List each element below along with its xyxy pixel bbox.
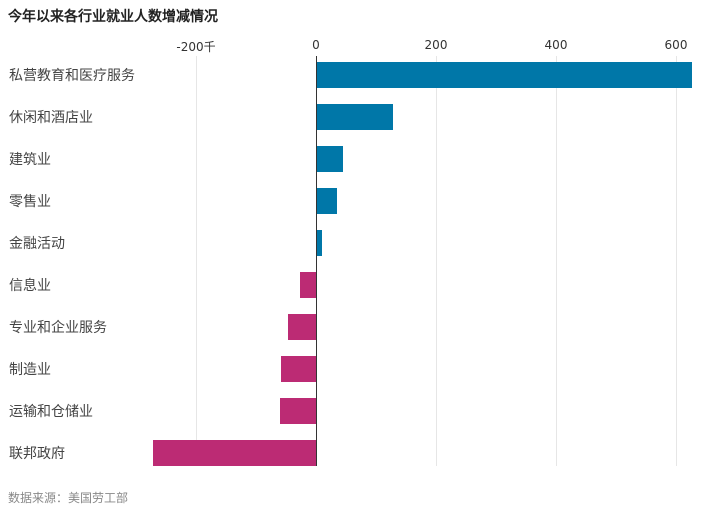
category-label: 零售业: [9, 194, 51, 210]
category-label: 建筑业: [9, 152, 51, 168]
x-tick-label: 400: [544, 38, 568, 52]
gridline: [556, 56, 557, 466]
bar-row: 休闲和酒店业: [0, 104, 701, 130]
category-label: 联邦政府: [9, 446, 65, 462]
gridline: [436, 56, 437, 466]
bar-row: 金融活动: [0, 230, 701, 256]
x-tick-label: 200: [424, 38, 448, 52]
category-label: 金融活动: [9, 236, 65, 252]
bar: [152, 440, 316, 466]
bar: [280, 398, 316, 424]
bar: [287, 314, 316, 340]
zero-axis-line: [316, 56, 317, 466]
category-label: 运输和仓储业: [9, 404, 93, 420]
category-label: 私营教育和医疗服务: [9, 68, 135, 84]
x-tick-label: 0: [312, 38, 320, 52]
bar: [316, 104, 393, 130]
bar: [316, 62, 693, 88]
x-tick-label: -200千: [176, 40, 216, 54]
category-label: 休闲和酒店业: [9, 110, 93, 126]
category-label: 专业和企业服务: [9, 320, 107, 336]
bar-row: 零售业: [0, 188, 701, 214]
chart-title: 今年以来各行业就业人数增减情况: [8, 9, 218, 25]
bar-row: 联邦政府: [0, 440, 701, 466]
source-note: 数据来源：美国劳工部: [8, 491, 129, 505]
bar-row: 私营教育和医疗服务: [0, 62, 701, 88]
bar-row: 运输和仓储业: [0, 398, 701, 424]
bar: [316, 230, 322, 256]
bar-row: 建筑业: [0, 146, 701, 172]
category-label: 信息业: [9, 278, 51, 294]
bar: [316, 146, 343, 172]
bar-row: 专业和企业服务: [0, 314, 701, 340]
bar: [299, 272, 316, 298]
x-tick-label: 600: [664, 38, 688, 52]
bar: [316, 188, 337, 214]
bar-row: 信息业: [0, 272, 701, 298]
gridline: [196, 56, 197, 466]
bar: [281, 356, 316, 382]
gridline: [676, 56, 677, 466]
bar-row: 制造业: [0, 356, 701, 382]
category-label: 制造业: [9, 362, 51, 378]
